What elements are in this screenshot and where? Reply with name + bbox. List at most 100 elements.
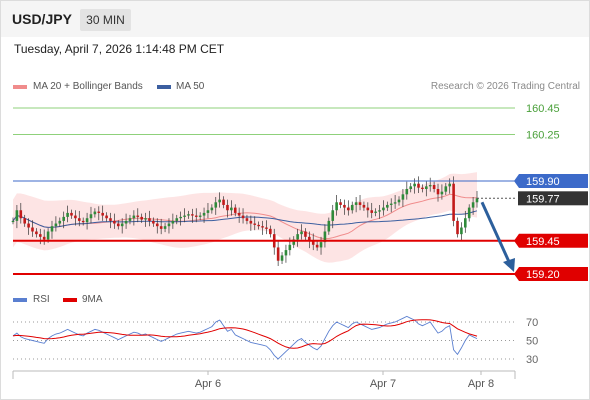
candle-body <box>382 207 385 211</box>
level-label: 159.20 <box>526 269 560 281</box>
copyright: Research © 2026 Trading Central <box>430 81 580 92</box>
candle-body <box>89 214 93 219</box>
candle-body <box>343 204 346 208</box>
candle-body <box>113 220 116 224</box>
rsi-panel: 70 50 30 <box>12 315 538 366</box>
level-label: 159.45 <box>526 236 560 248</box>
candle-body <box>77 218 81 221</box>
ma50-legend-swatch <box>157 85 171 89</box>
candle-body <box>241 215 245 219</box>
candle-body <box>206 210 210 213</box>
candle-body <box>226 204 229 211</box>
candle-body <box>35 231 38 235</box>
candle-body <box>261 226 264 228</box>
candle-body <box>194 215 198 217</box>
interval-button[interactable]: 30 MIN <box>80 9 131 31</box>
candle-body <box>300 231 303 235</box>
candle-body <box>386 204 389 208</box>
candle-body <box>23 218 26 224</box>
candle-body <box>245 218 249 221</box>
legend-rsi: RSI <box>33 294 50 305</box>
candle-body <box>27 223 30 228</box>
price-levels <box>13 180 515 275</box>
rsi-line <box>12 315 478 360</box>
candle-body <box>401 194 405 200</box>
timestamp: Tuesday, April 7, 2026 1:14:48 PM CET <box>14 42 225 56</box>
candle-body <box>144 218 147 220</box>
candle-body <box>378 210 381 212</box>
candle-body <box>265 227 268 229</box>
candle-body <box>257 224 260 227</box>
legend-ma50: MA 50 <box>176 81 205 92</box>
candle-body <box>475 198 479 203</box>
candle-body <box>171 220 175 224</box>
candle-body <box>280 255 284 261</box>
rsi-tick-label: 30 <box>526 354 538 366</box>
candle-body <box>233 207 237 213</box>
x-tick-label: Apr 7 <box>370 378 396 390</box>
candle-body <box>93 211 97 215</box>
candle-body <box>315 244 319 248</box>
candle-body <box>284 250 288 256</box>
candle-body <box>292 239 296 245</box>
candle-body <box>31 227 34 232</box>
candle-body <box>335 202 338 211</box>
candle-body <box>175 218 179 221</box>
candle-body <box>425 186 428 190</box>
candle-body <box>347 207 350 211</box>
candle-body <box>440 191 444 195</box>
arrow-shaft <box>480 201 512 265</box>
candle-body <box>85 218 89 223</box>
candle-body <box>218 199 221 203</box>
level-label: 160.45 <box>526 103 560 115</box>
legend-rsi-ma: 9MA <box>82 294 103 305</box>
candle-body <box>366 207 370 211</box>
candle-body <box>50 226 54 232</box>
candle-body <box>389 203 393 205</box>
candle-body <box>393 202 397 204</box>
level-label: 160.25 <box>526 130 560 142</box>
ma50-line <box>12 210 478 228</box>
candle-body <box>62 216 65 221</box>
moving-averages <box>12 193 478 240</box>
resistance-label-box <box>514 174 588 189</box>
candle-body <box>187 214 190 216</box>
candle-body <box>116 223 120 227</box>
support-label-box <box>514 267 588 281</box>
candle-body <box>179 216 182 219</box>
candle-body <box>54 223 58 227</box>
candle-body <box>222 199 225 205</box>
candle-body <box>70 212 73 216</box>
candle-body <box>66 212 69 217</box>
candle-body <box>210 207 214 211</box>
chart-header: USD/JPY 30 MIN <box>1 1 589 37</box>
candle-body <box>109 218 112 221</box>
candle-body <box>230 207 233 211</box>
candle-body <box>132 215 136 219</box>
target-lines <box>13 107 515 136</box>
candle-body <box>409 186 413 190</box>
candle-body <box>74 215 77 219</box>
candle-body <box>15 210 19 221</box>
candle-body <box>159 226 163 229</box>
rsi-legend-swatch <box>13 298 27 302</box>
x-tick-label: Apr 6 <box>195 378 221 390</box>
candle-body <box>237 212 241 216</box>
candle-body <box>358 202 362 205</box>
candle-body <box>163 226 167 229</box>
candle-body <box>58 220 62 224</box>
time-axis: Apr 6 Apr 7 Apr 8 <box>12 370 516 390</box>
candle-body <box>444 186 448 192</box>
candle-body <box>471 202 475 208</box>
arrow-head <box>503 258 515 272</box>
candle-body <box>452 183 455 221</box>
forecast-arrow <box>480 201 515 272</box>
rsi-tick-label: 50 <box>526 336 538 348</box>
candle-body <box>467 207 471 219</box>
candle-body <box>198 215 202 217</box>
candle-body <box>350 204 354 211</box>
candle-body <box>362 204 366 208</box>
candle-body <box>124 220 128 224</box>
candle-body <box>327 220 331 232</box>
